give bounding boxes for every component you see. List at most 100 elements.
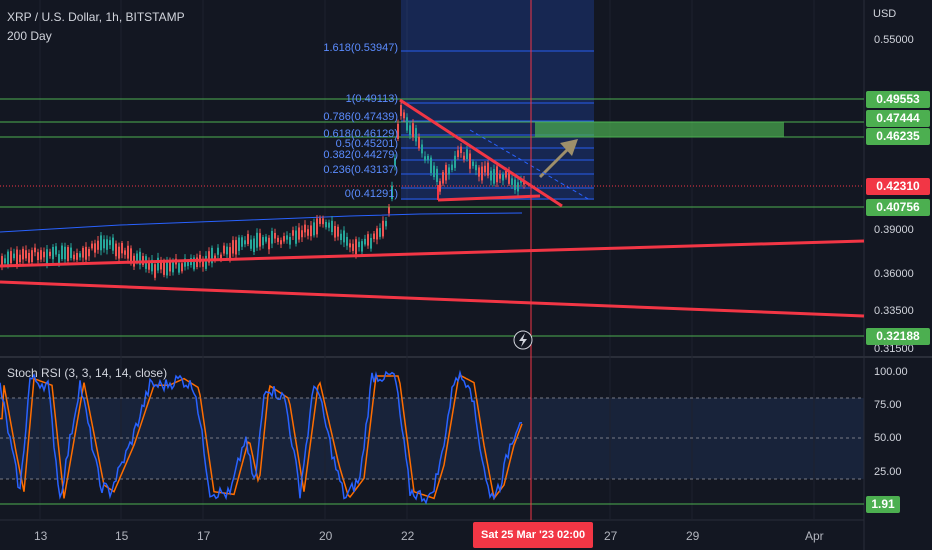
- candle-body: [427, 155, 429, 161]
- time-tick: 17: [197, 529, 211, 543]
- candle-body: [52, 246, 54, 260]
- candle-body: [508, 171, 510, 184]
- stoch-value-badge: 1.91: [866, 496, 900, 513]
- candle-body: [256, 232, 258, 248]
- candle-body: [355, 239, 357, 255]
- candle-body: [31, 250, 33, 262]
- crosshair-time-badge: Sat 25 Mar '23 02:00: [473, 522, 593, 548]
- candle-body: [58, 254, 60, 264]
- candle-body: [310, 225, 312, 237]
- candle-body: [382, 220, 384, 237]
- dashed-trend: [469, 129, 591, 201]
- candle-body: [106, 239, 108, 250]
- level-badge: 0.49553: [866, 91, 930, 108]
- candle-body: [163, 262, 165, 275]
- projection-arrow[interactable]: [538, 139, 578, 179]
- stoch-tick: 75.00: [874, 399, 902, 411]
- candle-body: [100, 235, 102, 251]
- trendlines[interactable]: [0, 98, 865, 318]
- candle-body: [268, 237, 270, 250]
- candle-body: [433, 165, 435, 178]
- time-tick: 27: [604, 529, 618, 543]
- candle-body: [250, 239, 252, 249]
- candle-body: [289, 236, 291, 245]
- candle-body: [493, 168, 495, 184]
- lightning-icon[interactable]: [513, 330, 533, 350]
- candle-body: [55, 246, 57, 255]
- fib-level-label: 0.5(0.45201): [335, 138, 398, 150]
- candle-body: [76, 253, 78, 260]
- candle-body: [22, 248, 24, 260]
- price-tick: 0.31500: [874, 343, 914, 355]
- candle-body: [322, 218, 324, 225]
- candle-body: [334, 225, 336, 238]
- candle-body: [412, 123, 414, 138]
- candle-body: [499, 173, 501, 179]
- candle-body: [46, 249, 48, 265]
- candle-body: [109, 240, 111, 246]
- indicator-label[interactable]: 200 Day: [7, 29, 52, 43]
- candle-body: [229, 247, 231, 260]
- candle-body: [139, 251, 141, 265]
- candle-body: [259, 233, 261, 247]
- candle-body: [481, 166, 483, 181]
- candle-body: [115, 243, 117, 257]
- price-pane[interactable]: [0, 0, 864, 355]
- candle-body: [205, 255, 207, 269]
- candle-body: [232, 240, 234, 254]
- candle-body: [502, 174, 504, 181]
- candle-body: [439, 181, 441, 192]
- stoch-tick: 100.00: [874, 366, 908, 378]
- stoch-title[interactable]: Stoch RSI (3, 3, 14, 14, close): [7, 366, 168, 380]
- candle-body: [361, 241, 363, 252]
- candle-body: [130, 248, 132, 263]
- candle-body: [319, 218, 321, 224]
- level-badge: 0.47444: [866, 110, 930, 127]
- candle-body: [394, 158, 396, 166]
- candle-body: [43, 251, 45, 258]
- candle-body: [283, 236, 285, 242]
- candle-body: [262, 237, 264, 246]
- candle-body: [421, 144, 423, 154]
- candle-body: [127, 245, 129, 259]
- candle-body: [442, 172, 444, 184]
- moving-average-line[interactable]: [0, 212, 523, 233]
- target-zone[interactable]: [535, 122, 784, 137]
- candle-body: [424, 156, 426, 161]
- fib-level-label: 0.618(0.46129): [323, 128, 398, 140]
- candle-body: [328, 222, 330, 228]
- fib-level-label: 0.786(0.47439): [323, 111, 398, 123]
- candle-body: [316, 218, 318, 235]
- candle-body: [301, 230, 303, 238]
- price-tick: 0.33500: [874, 305, 914, 317]
- candle-body: [313, 222, 315, 236]
- candle-body: [226, 246, 228, 255]
- fib-level-label: 0.382(0.44279): [323, 149, 398, 161]
- candle-body: [166, 259, 168, 276]
- candle-body: [25, 250, 27, 259]
- candle-body: [193, 257, 195, 270]
- stoch-k-line[interactable]: [0, 369, 523, 505]
- candle-body: [88, 249, 90, 257]
- candle-body: [202, 260, 204, 267]
- candle-body: [199, 254, 201, 263]
- candle-body: [478, 167, 480, 177]
- candle-body: [160, 261, 162, 270]
- candle-body: [298, 227, 300, 240]
- candle-body: [370, 237, 372, 249]
- candle-body: [73, 254, 75, 260]
- candle-body: [274, 232, 276, 239]
- candle-body: [346, 236, 348, 246]
- candle-body: [457, 150, 459, 158]
- time-tick: 29: [686, 529, 700, 543]
- candle-body: [490, 170, 492, 181]
- candle-body: [211, 247, 213, 264]
- price-tick: 0.39000: [874, 224, 914, 236]
- candle-body: [511, 178, 513, 185]
- candle-body: [172, 262, 174, 273]
- candle-body: [460, 146, 462, 153]
- candle-body: [436, 168, 438, 182]
- candle-body: [37, 252, 39, 261]
- candle-body: [214, 255, 216, 260]
